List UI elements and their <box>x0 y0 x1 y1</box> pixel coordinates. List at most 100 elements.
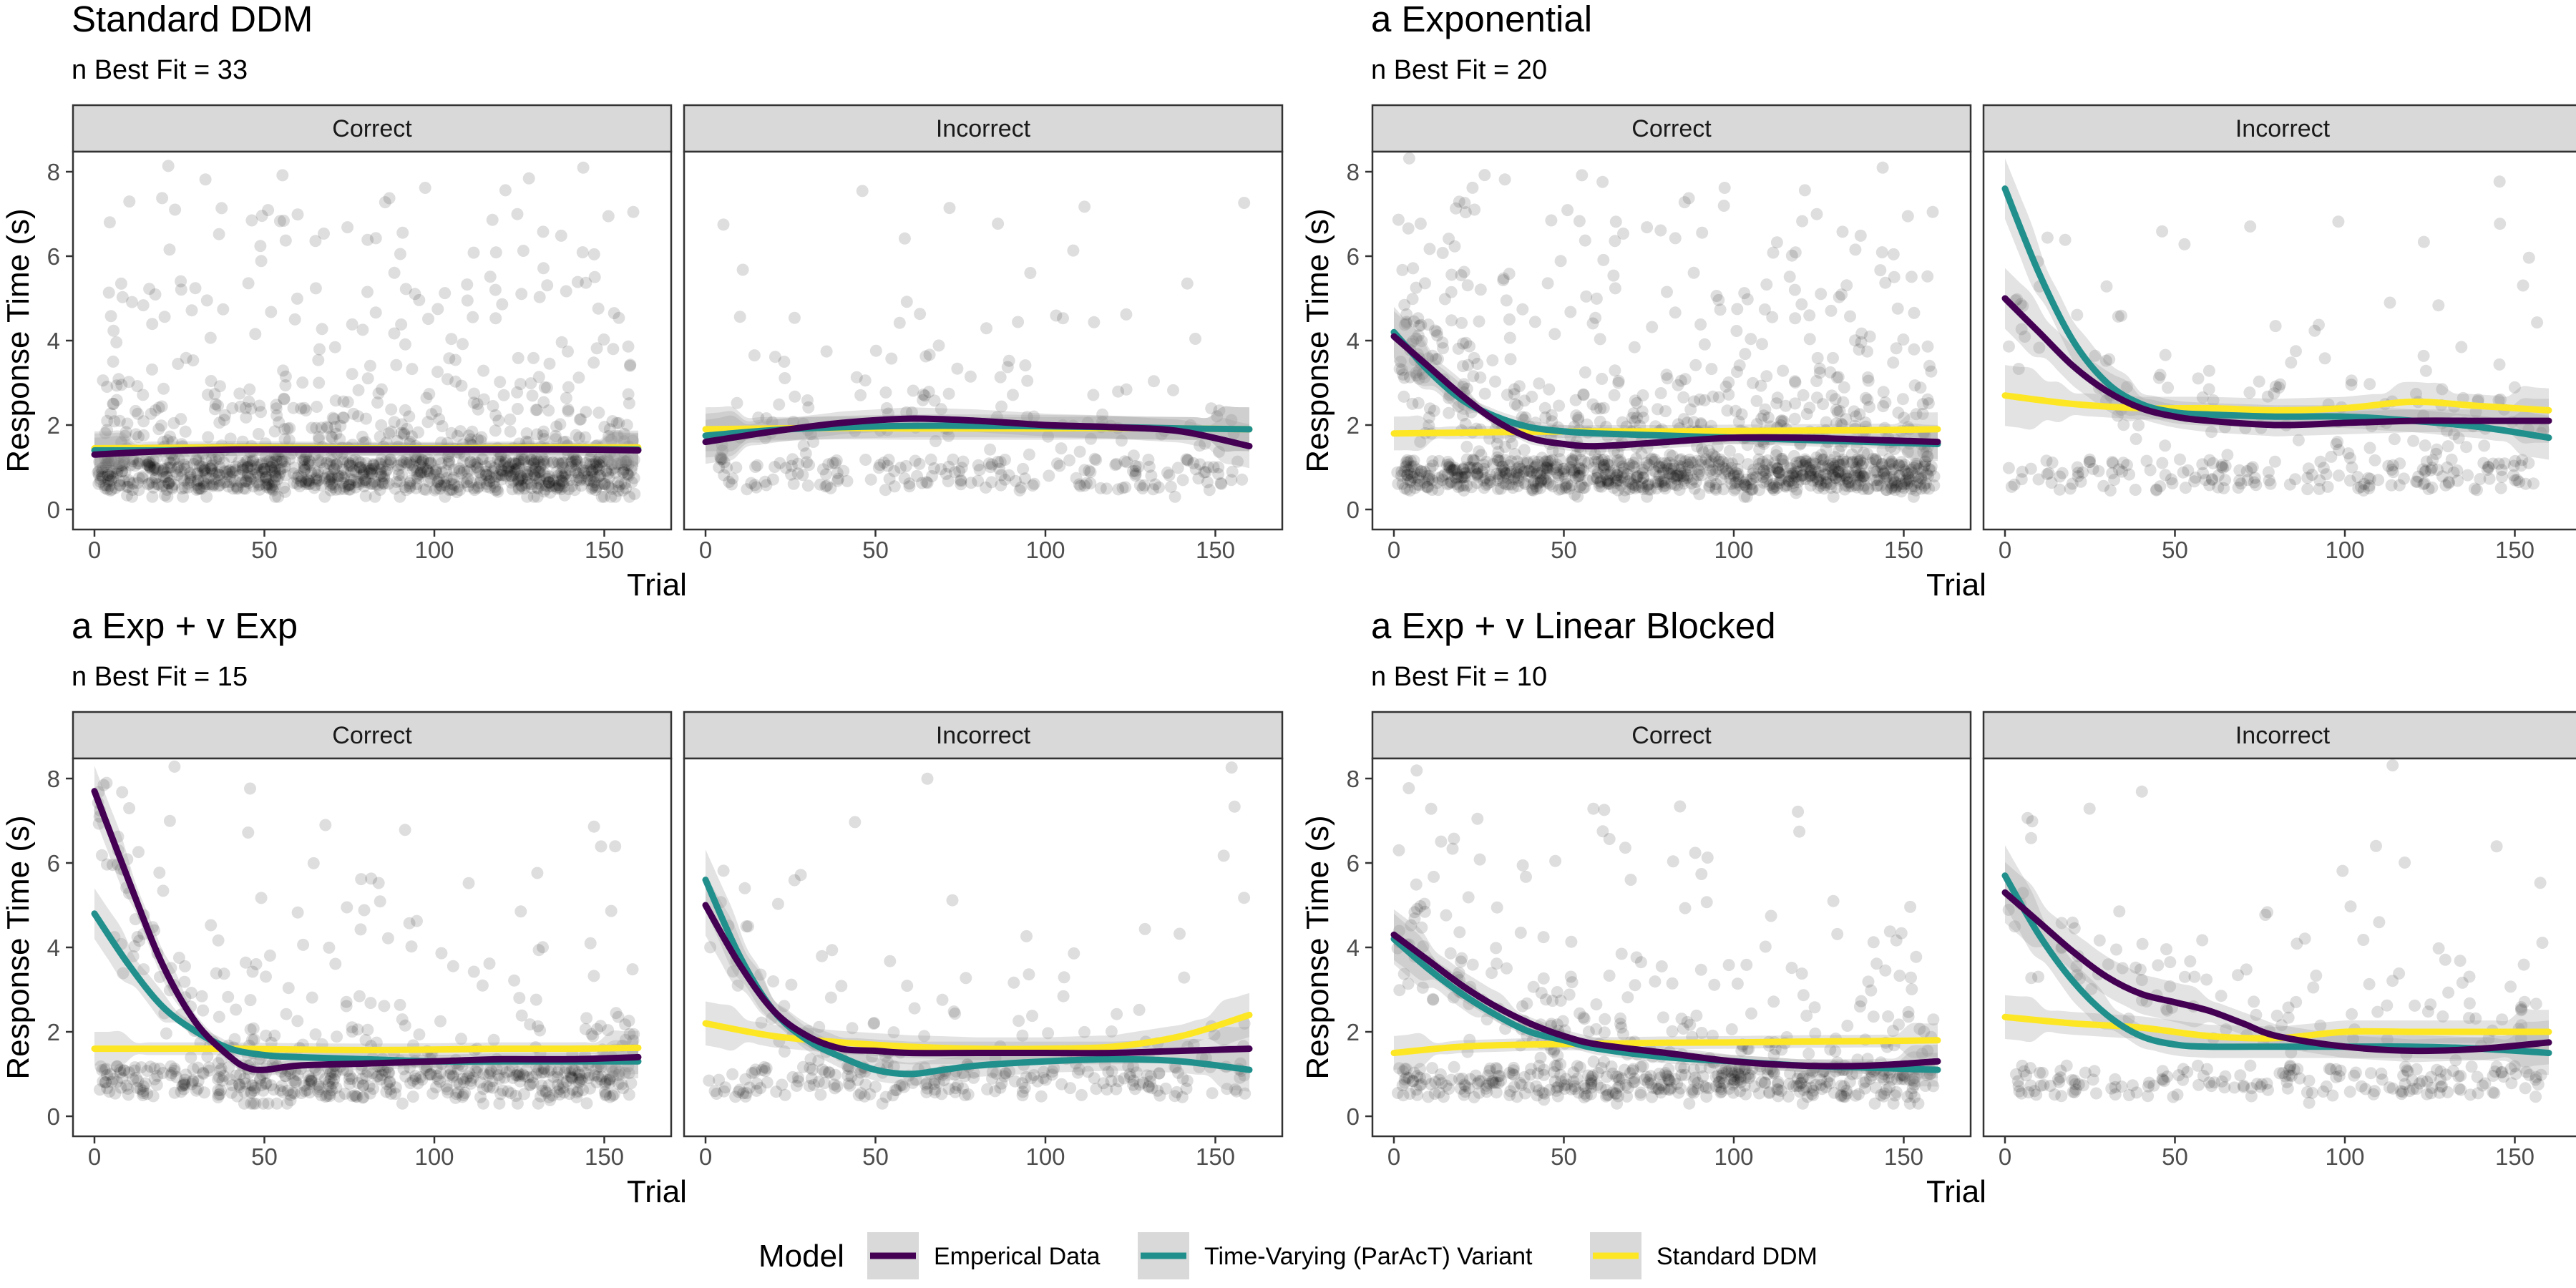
data-point <box>1665 1082 1678 1094</box>
data-point <box>1448 464 1460 477</box>
chart-title: a Exponential <box>1371 0 1592 39</box>
data-point <box>572 1076 585 1089</box>
data-point <box>1918 1025 1931 1038</box>
data-point <box>601 452 614 465</box>
data-point <box>518 453 531 466</box>
data-point <box>333 433 346 446</box>
data-point <box>1592 456 1605 468</box>
data-point <box>1187 457 1200 469</box>
data-point <box>1410 366 1423 379</box>
data-point <box>1807 468 1819 481</box>
data-point <box>233 455 245 468</box>
data-point <box>804 1061 816 1074</box>
data-point <box>464 464 477 477</box>
data-point <box>1563 482 1576 495</box>
data-point <box>194 482 207 494</box>
data-point <box>1453 1073 1465 1085</box>
data-point <box>1671 479 1684 492</box>
data-point <box>1711 440 1724 453</box>
data-point <box>502 1085 514 1098</box>
data-point <box>1721 465 1734 478</box>
data-point <box>1487 458 1500 470</box>
data-point <box>1577 1011 1590 1024</box>
data-point <box>272 450 285 463</box>
data-point <box>439 287 452 300</box>
data-point <box>1553 464 1566 477</box>
data-point <box>1827 894 1840 907</box>
data-point <box>537 429 550 442</box>
data-point <box>1905 463 1918 476</box>
data-point <box>175 413 187 426</box>
data-point <box>230 1069 243 1082</box>
data-point <box>384 1083 396 1096</box>
data-point <box>888 480 901 493</box>
data-point <box>200 467 213 480</box>
data-point <box>1589 448 1601 461</box>
data-point <box>1695 1027 1708 1039</box>
data-point <box>295 470 308 483</box>
data-point <box>1772 1083 1785 1096</box>
data-point <box>1574 1061 1586 1074</box>
data-point <box>298 459 311 472</box>
data-point <box>1649 453 1662 466</box>
data-point <box>1573 462 1586 474</box>
data-point <box>2362 472 2375 484</box>
data-point <box>1401 469 1414 482</box>
data-point <box>344 473 357 486</box>
data-point <box>1544 478 1556 491</box>
data-point <box>329 483 342 496</box>
data-point <box>366 458 379 470</box>
data-point <box>999 454 1011 466</box>
data-point <box>499 454 512 467</box>
data-point <box>1564 306 1577 318</box>
data-point <box>1729 1066 1741 1079</box>
data-point <box>2064 482 2077 495</box>
data-point <box>1757 464 1770 477</box>
data-point <box>1406 1075 1419 1088</box>
data-point <box>464 455 477 468</box>
data-point <box>129 459 142 472</box>
data-point <box>326 469 338 482</box>
data-point <box>718 469 731 482</box>
data-point <box>308 482 321 494</box>
data-point <box>1176 474 1189 487</box>
data-point <box>1201 476 1214 489</box>
data-point <box>1586 1069 1599 1082</box>
data-point <box>1617 228 1629 240</box>
data-point <box>1823 462 1835 475</box>
data-point <box>1871 479 1884 492</box>
facet-strip <box>683 104 1284 153</box>
data-point <box>1732 469 1745 482</box>
data-point <box>257 1097 270 1110</box>
data-point <box>618 463 630 476</box>
data-point <box>1484 475 1497 488</box>
data-point <box>1694 318 1707 331</box>
data-point <box>484 270 497 283</box>
data-point <box>868 1017 881 1030</box>
data-point <box>560 391 572 404</box>
data-point <box>1766 482 1779 494</box>
data-point <box>234 400 247 413</box>
data-point <box>1452 342 1465 355</box>
data-point <box>576 1072 589 1085</box>
data-point <box>1546 480 1559 493</box>
data-point <box>806 1063 819 1076</box>
data-point <box>1572 1086 1585 1099</box>
y-tick-label: 0 <box>1347 497 1360 523</box>
data-point <box>439 490 452 503</box>
data-point <box>1480 1013 1493 1026</box>
data-point <box>270 1097 283 1110</box>
data-point <box>1758 468 1771 481</box>
data-point <box>513 992 526 1005</box>
data-point <box>1800 1081 1813 1094</box>
data-point <box>1629 979 1641 992</box>
data-point <box>746 1067 758 1080</box>
data-point <box>1797 1083 1810 1096</box>
data-point <box>1928 479 1941 492</box>
data-point <box>1923 482 1936 495</box>
data-point <box>1618 1063 1631 1076</box>
data-point <box>1453 195 1465 208</box>
data-point <box>1467 370 1480 383</box>
data-point <box>1521 455 1533 468</box>
